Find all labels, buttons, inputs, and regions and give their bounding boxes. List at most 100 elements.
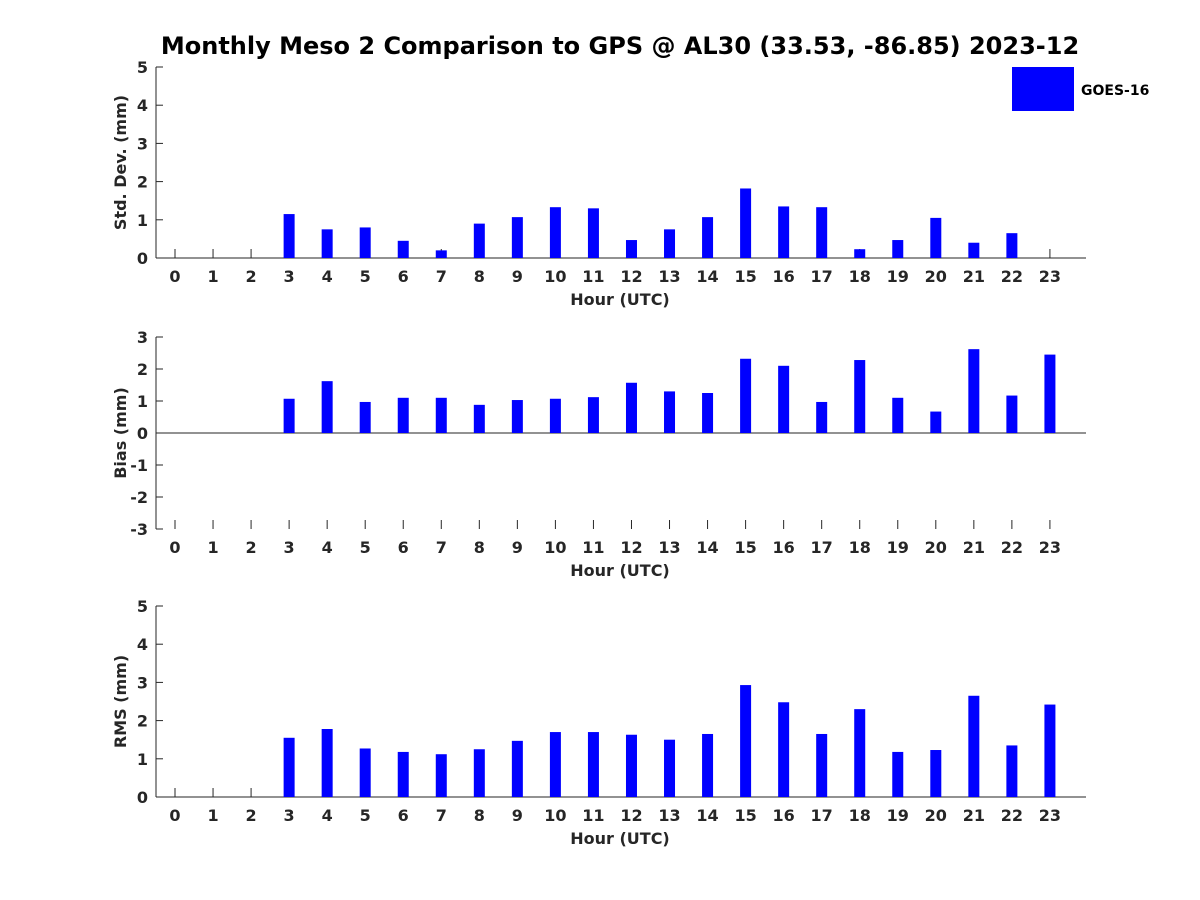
bar-rms-hour-8 [473, 749, 485, 797]
bar-rms-hour-16 [778, 702, 790, 797]
bar-std-dev-hour-3 [283, 214, 295, 258]
y-tick-label: 1 [137, 211, 148, 230]
x-tick-label: 8 [474, 267, 485, 286]
legend: GOES-16 [1012, 67, 1149, 111]
y-axis-label: Bias (mm) [111, 387, 130, 479]
bar-std-dev-hour-13 [664, 229, 676, 258]
bar-rms-hour-5 [359, 748, 371, 797]
x-tick-label: 6 [398, 806, 409, 825]
x-tick-label: 6 [398, 267, 409, 286]
bar-bias-hour-5 [359, 401, 371, 433]
bar-bias-hour-7 [435, 397, 447, 433]
x-tick-label: 12 [620, 806, 642, 825]
y-tick-label: 4 [137, 635, 148, 654]
x-tick-label: 2 [246, 806, 257, 825]
x-tick-label: 14 [696, 806, 718, 825]
bar-rms-hour-22 [1006, 745, 1018, 797]
bar-std-dev-hour-20 [930, 217, 942, 258]
bar-bias-hour-19 [892, 397, 904, 433]
x-tick-label: 18 [849, 267, 871, 286]
bar-std-dev-hour-11 [587, 208, 599, 258]
y-tick-label: 2 [137, 360, 148, 379]
bar-rms-hour-19 [892, 751, 904, 797]
y-tick-label: -1 [130, 456, 148, 475]
bar-rms-hour-13 [664, 739, 676, 797]
x-tick-label: 0 [169, 267, 180, 286]
x-tick-label: 6 [398, 538, 409, 557]
x-tick-label: 9 [512, 538, 523, 557]
y-tick-label: 3 [137, 134, 148, 153]
y-axis-label: Std. Dev. (mm) [111, 95, 130, 230]
bar-bias-hour-16 [778, 365, 790, 433]
x-tick-label: 12 [620, 267, 642, 286]
bar-bias-hour-22 [1006, 395, 1018, 433]
y-tick-label: 1 [137, 392, 148, 411]
bar-bias-hour-6 [397, 397, 409, 433]
x-tick-label: 16 [773, 538, 795, 557]
bar-std-dev-hour-21 [968, 242, 980, 258]
x-tick-label: 10 [544, 806, 566, 825]
x-tick-label: 11 [582, 267, 604, 286]
bar-rms-hour-17 [816, 733, 828, 797]
x-axis-label: Hour (UTC) [570, 561, 670, 580]
bar-rms-hour-7 [435, 754, 447, 797]
bar-rms-hour-6 [397, 751, 409, 797]
x-tick-label: 22 [1001, 538, 1023, 557]
x-tick-label: 7 [436, 538, 447, 557]
x-tick-label: 14 [696, 267, 718, 286]
bar-bias-hour-21 [968, 349, 980, 433]
x-tick-label: 19 [887, 806, 909, 825]
x-tick-label: 8 [474, 538, 485, 557]
bar-rms-hour-20 [930, 750, 942, 797]
bar-rms-hour-12 [625, 734, 637, 797]
bar-std-dev-hour-17 [816, 207, 828, 258]
bar-std-dev-hour-12 [625, 240, 637, 258]
x-tick-label: 20 [925, 267, 947, 286]
bar-std-dev-hour-19 [892, 240, 904, 258]
x-tick-label: 3 [284, 538, 295, 557]
x-tick-label: 16 [773, 806, 795, 825]
bar-std-dev-hour-16 [778, 206, 790, 258]
x-tick-label: 1 [207, 267, 218, 286]
x-tick-label: 20 [925, 538, 947, 557]
bar-std-dev-hour-9 [511, 217, 523, 258]
x-tick-label: 10 [544, 267, 566, 286]
x-tick-label: 17 [811, 806, 833, 825]
x-tick-label: 3 [284, 267, 295, 286]
x-tick-label: 22 [1001, 806, 1023, 825]
bar-rms-hour-18 [854, 709, 866, 797]
x-tick-label: 21 [963, 267, 985, 286]
bar-std-dev-hour-5 [359, 227, 371, 258]
x-tick-label: 23 [1039, 806, 1061, 825]
x-tick-label: 13 [658, 267, 680, 286]
bar-bias-hour-10 [549, 398, 561, 433]
x-tick-label: 1 [207, 538, 218, 557]
x-tick-label: 14 [696, 538, 718, 557]
x-tick-label: 15 [734, 538, 756, 557]
y-tick-label: -3 [130, 520, 148, 539]
x-tick-label: 13 [658, 806, 680, 825]
x-tick-label: 23 [1039, 267, 1061, 286]
x-tick-label: 21 [963, 538, 985, 557]
bar-rms-hour-9 [511, 740, 523, 797]
x-tick-label: 4 [322, 267, 333, 286]
x-tick-label: 19 [887, 538, 909, 557]
x-tick-label: 16 [773, 267, 795, 286]
x-tick-label: 4 [322, 806, 333, 825]
x-tick-label: 2 [246, 538, 257, 557]
y-tick-label: -2 [130, 488, 148, 507]
bar-std-dev-hour-8 [473, 223, 485, 258]
bar-std-dev-hour-6 [397, 240, 409, 258]
bar-rms-hour-11 [587, 732, 599, 797]
bar-std-dev-hour-22 [1006, 233, 1018, 258]
bar-bias-hour-15 [740, 358, 752, 433]
y-tick-label: 5 [137, 58, 148, 77]
y-tick-label: 1 [137, 750, 148, 769]
x-axis-label: Hour (UTC) [570, 829, 670, 848]
bar-bias-hour-4 [321, 381, 333, 433]
x-tick-label: 12 [620, 538, 642, 557]
x-tick-label: 8 [474, 806, 485, 825]
